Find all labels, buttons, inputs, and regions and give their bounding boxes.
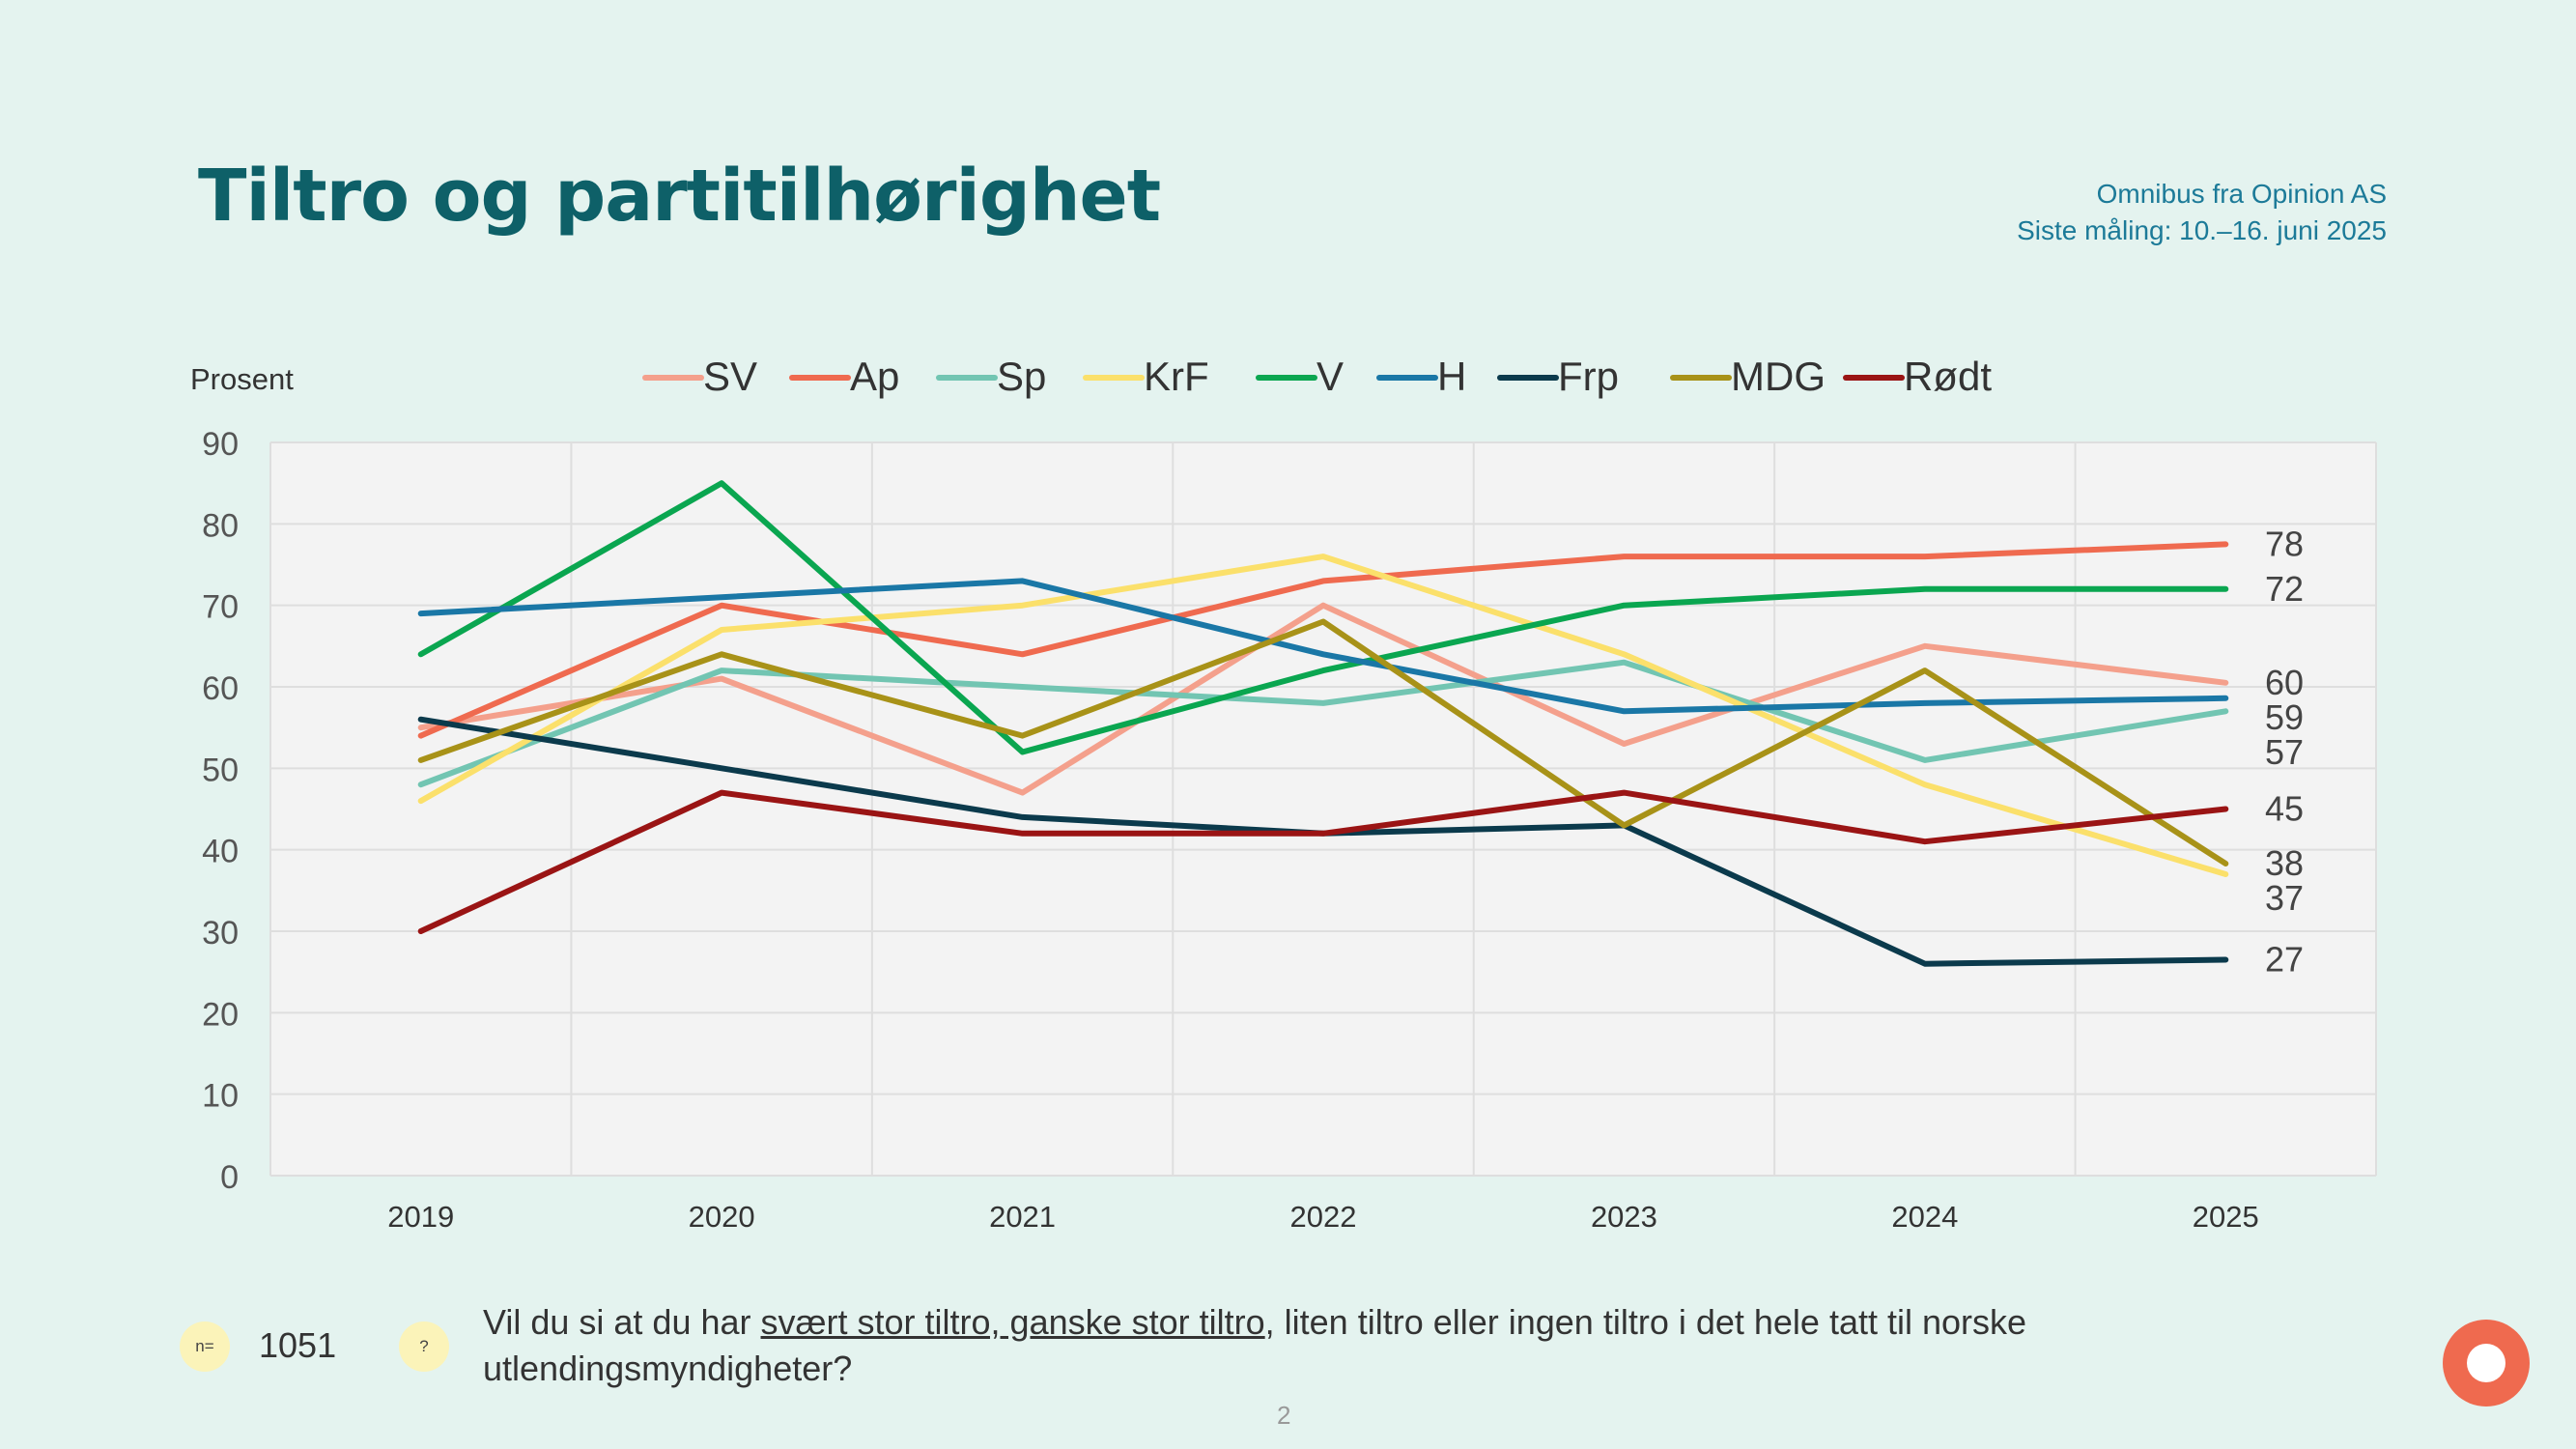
x-tick-label: 2019 (387, 1200, 454, 1234)
legend-label: V (1316, 354, 1344, 399)
n-badge: n= (180, 1321, 230, 1372)
opinion-logo (2443, 1320, 2530, 1406)
legend-label: MDG (1731, 354, 1826, 399)
end-value-label: 60 (2265, 663, 2304, 702)
y-tick-label: 20 (202, 996, 239, 1033)
y-tick-label: 50 (202, 752, 239, 788)
y-tick-label: 80 (202, 507, 239, 544)
question-text-post: , liten tiltro eller ingen tiltro i det … (483, 1302, 2027, 1388)
end-value-label: 59 (2265, 697, 2304, 737)
end-value-label: 27 (2265, 940, 2304, 980)
end-value-label: 78 (2265, 524, 2304, 563)
page-title: Tiltro og partitilhørighet (198, 155, 1161, 238)
page-number: 2 (1277, 1401, 1291, 1430)
legend-label: Sp (997, 354, 1046, 399)
y-axis-label: Prosent (190, 362, 294, 396)
x-tick-label: 2020 (689, 1200, 755, 1234)
y-tick-label: 90 (202, 426, 239, 463)
legend-label: Frp (1558, 354, 1619, 399)
x-tick-label: 2021 (989, 1200, 1056, 1234)
x-tick-label: 2023 (1591, 1200, 1657, 1234)
series-line-h (417, 578, 2229, 715)
plot-area (270, 442, 2376, 1176)
x-tick-label: 2024 (1891, 1200, 1958, 1234)
y-tick-label: 10 (202, 1078, 239, 1115)
source-line-1: Omnibus fra Opinion AS (2096, 179, 2387, 209)
source-line-2: Siste måling: 10.–16. juni 2025 (2017, 215, 2387, 245)
y-tick-label: 60 (202, 670, 239, 707)
series-line-ap (417, 541, 2229, 739)
question-badge: ? (399, 1321, 449, 1372)
legend-label: Ap (850, 354, 899, 399)
series-line-rødt (417, 789, 2229, 934)
series-line-mdg (417, 618, 2229, 867)
sample-size: 1051 (259, 1325, 337, 1365)
legend-label: Rødt (1904, 354, 1992, 399)
end-value-label: 45 (2265, 789, 2304, 829)
end-value-label: 57 (2265, 732, 2304, 772)
y-tick-label: 30 (202, 915, 239, 952)
question-text-underlined: svært stor tiltro, ganske stor tiltro (760, 1302, 1265, 1342)
survey-question: Vil du si at du har svært stor tiltro, g… (483, 1299, 2125, 1392)
x-tick-label: 2025 (2193, 1200, 2259, 1234)
legend-label: KrF (1144, 354, 1209, 399)
series-line-v (417, 480, 2229, 755)
end-value-label: 38 (2265, 843, 2304, 883)
series-line-sp (417, 659, 2229, 788)
legend-label: SV (703, 354, 757, 399)
source-info: Omnibus fra Opinion AS Siste måling: 10.… (2017, 176, 2387, 249)
question-text-pre: Vil du si at du har (483, 1302, 761, 1342)
legend-label: H (1437, 354, 1466, 399)
series-line-sv (417, 602, 2229, 796)
y-tick-label: 0 (220, 1159, 239, 1196)
y-tick-label: 70 (202, 589, 239, 626)
y-tick-label: 40 (202, 834, 239, 870)
x-tick-label: 2022 (1290, 1200, 1357, 1234)
end-value-label: 72 (2265, 569, 2304, 609)
end-value-label: 37 (2265, 878, 2304, 918)
series-line-krf (417, 554, 2229, 877)
